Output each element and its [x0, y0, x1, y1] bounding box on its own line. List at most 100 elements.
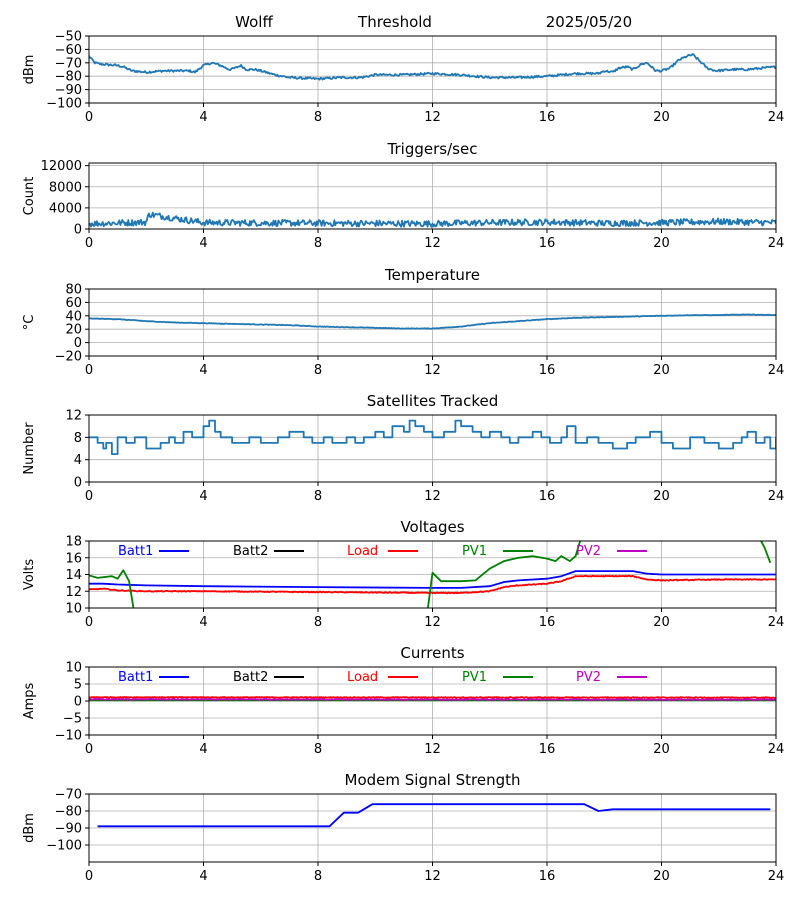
- y-tick-label: 0: [74, 695, 82, 710]
- x-tick-label: 24: [768, 363, 785, 378]
- x-tick-label: 16: [539, 236, 556, 251]
- x-tick-label: 24: [768, 615, 785, 630]
- series-line-pv1: [89, 541, 772, 608]
- series-line-triggers: [89, 211, 776, 228]
- x-tick-label: 4: [199, 742, 207, 757]
- legend-label: PV1: [462, 544, 487, 559]
- y-tick-label: −5: [63, 712, 82, 727]
- x-tick-label: 20: [653, 363, 670, 378]
- x-tick-label: 24: [768, 110, 785, 125]
- x-tick-label: 0: [85, 869, 93, 884]
- chart-title: Voltages: [400, 518, 464, 536]
- series-line-satellites: [89, 419, 776, 455]
- x-tick-label: 4: [199, 869, 207, 884]
- x-tick-label: 8: [314, 869, 322, 884]
- chart-title: Satellites Tracked: [367, 392, 498, 410]
- chart-title: Triggers/sec: [387, 140, 478, 158]
- legend-label: Batt2: [233, 670, 268, 685]
- x-tick-label: 16: [539, 110, 556, 125]
- y-axis-label: Number: [22, 422, 37, 475]
- x-tick-label: 12: [424, 869, 441, 884]
- x-tick-label: 20: [653, 489, 670, 504]
- x-tick-label: 12: [424, 742, 441, 757]
- legend-label: PV2: [576, 544, 601, 559]
- x-tick-label: 20: [653, 869, 670, 884]
- x-tick-label: 12: [424, 489, 441, 504]
- chart-modem: 0 4 8 12 16 20 24 −100 −90 −80 −70 Modem Signal Str…: [22, 771, 784, 884]
- x-tick-label: 0: [85, 363, 93, 378]
- legend-label: Batt1: [118, 670, 153, 685]
- y-tick-label: −10: [55, 729, 82, 744]
- y-tick-label: 18: [65, 535, 82, 550]
- y-tick-label: 12: [65, 409, 82, 424]
- y-tick-label: 20: [65, 323, 82, 338]
- x-tick-label: 24: [768, 489, 785, 504]
- legend-label: PV1: [462, 670, 487, 685]
- x-tick-label: 4: [199, 236, 207, 251]
- x-tick-label: 8: [314, 363, 322, 378]
- legend-label: Load: [347, 670, 378, 685]
- series-line-batt1: [89, 570, 776, 589]
- x-tick-label: 0: [85, 742, 93, 757]
- x-tick-label: 4: [199, 615, 207, 630]
- series-line-load: [89, 574, 776, 595]
- plot-mode: Threshold: [357, 13, 432, 31]
- y-axis-label: dBm: [22, 55, 37, 85]
- x-tick-label: 4: [199, 363, 207, 378]
- y-axis-label: Volts: [22, 559, 37, 591]
- y-tick-label: 40: [65, 309, 82, 324]
- y-tick-label: 10: [65, 661, 82, 676]
- legend-label: PV2: [576, 670, 601, 685]
- series-line-pv2: [89, 697, 776, 701]
- x-tick-label: 0: [85, 615, 93, 630]
- legend-label: Batt2: [233, 544, 268, 559]
- y-tick-label: 4000: [49, 201, 82, 216]
- y-tick-label: 80: [65, 283, 82, 298]
- y-tick-label: 12: [65, 585, 82, 600]
- x-tick-label: 20: [653, 110, 670, 125]
- x-tick-label: 16: [539, 869, 556, 884]
- x-tick-label: 4: [199, 489, 207, 504]
- x-tick-label: 16: [539, 363, 556, 378]
- y-tick-label: −90: [55, 83, 82, 98]
- y-tick-label: −80: [55, 805, 82, 820]
- x-tick-label: 12: [424, 236, 441, 251]
- x-tick-label: 0: [85, 236, 93, 251]
- chart-triggers: 0 4 8 12 16 20 24 0 4000 8000 12000 Triggers/sec Cou…: [22, 140, 784, 251]
- x-tick-label: 8: [314, 236, 322, 251]
- y-tick-label: 4: [74, 453, 82, 468]
- x-tick-label: 4: [199, 110, 207, 125]
- y-tick-label: −90: [55, 822, 82, 837]
- y-tick-label: −80: [55, 70, 82, 85]
- x-tick-label: 16: [539, 615, 556, 630]
- x-tick-label: 16: [539, 489, 556, 504]
- x-tick-label: 20: [653, 615, 670, 630]
- station-name: Wolff: [235, 13, 273, 31]
- x-tick-label: 12: [424, 615, 441, 630]
- y-tick-label: 0: [74, 476, 82, 491]
- x-tick-label: 12: [424, 110, 441, 125]
- y-tick-label: 60: [65, 296, 82, 311]
- series-line-temperature: [89, 313, 776, 330]
- y-tick-label: −20: [55, 350, 82, 365]
- x-tick-label: 24: [768, 236, 785, 251]
- y-axis-label: dBm: [22, 813, 37, 843]
- y-tick-label: 8000: [49, 180, 82, 195]
- chart-title: Temperature: [384, 266, 480, 284]
- y-tick-label: 5: [74, 678, 82, 693]
- y-axis-label: Amps: [22, 682, 37, 719]
- y-tick-label: 16: [65, 551, 82, 566]
- series-line-modem: [97, 803, 771, 828]
- x-tick-label: 8: [314, 615, 322, 630]
- x-tick-label: 0: [85, 110, 93, 125]
- legend-label: Load: [347, 544, 378, 559]
- y-tick-label: −60: [55, 43, 82, 58]
- y-tick-label: 0: [74, 223, 82, 238]
- report-date: 2025/05/20: [546, 13, 632, 31]
- x-tick-label: 12: [424, 363, 441, 378]
- y-tick-label: −70: [55, 56, 82, 71]
- y-tick-label: 8: [74, 431, 82, 446]
